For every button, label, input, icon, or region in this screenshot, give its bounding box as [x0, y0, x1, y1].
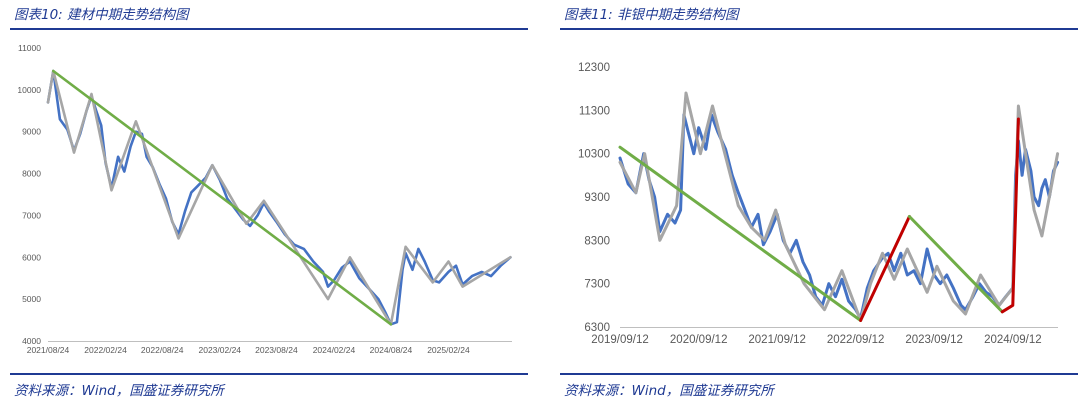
structure-line-right-0 — [618, 91, 1060, 322]
source-rule-right — [560, 373, 1078, 375]
panel-right: 图表11: 非银中期走势结构图 6300 7300 8300 9300 10300 113… — [550, 0, 1080, 400]
y-tick-label-right-0: 6300 — [584, 322, 610, 334]
trend-line-right-2 — [907, 215, 1004, 314]
y-tick-label-left-0: 4000 — [22, 336, 41, 346]
x-tick-label-right-2: 2021/09/12 — [748, 334, 806, 346]
title-rule-left — [10, 28, 528, 30]
y-tick-label-right-6: 12300 — [578, 62, 610, 74]
y-tick-label-left-2: 6000 — [22, 252, 41, 262]
figure-title-right: 图表11: 非银中期走势结构图 — [564, 7, 739, 23]
trend-line-right-0 — [618, 145, 863, 322]
x-tick-label-left-7: 2025/02/24 — [427, 345, 470, 355]
x-tick-label-right-3: 2022/09/12 — [827, 334, 885, 346]
y-tick-label-right-2: 8300 — [584, 235, 610, 247]
structure-line-left-0 — [46, 69, 512, 326]
source-rule-left — [10, 373, 528, 375]
x-tick-label-left-4: 2023/08/24 — [255, 345, 298, 355]
figure-title-left: 图表10: 建材中期走势结构图 — [14, 7, 189, 23]
trend-line-right-1 — [859, 215, 911, 322]
x-tick-label-left-1: 2022/02/24 — [84, 345, 127, 355]
x-tick-label-left-6: 2024/08/24 — [370, 345, 413, 355]
x-tick-label-right-4: 2023/09/12 — [905, 334, 963, 346]
chart-right: 6300 7300 8300 9300 10300 11300 12300 2019/09/1… — [578, 62, 1060, 346]
y-tick-label-left-5: 9000 — [22, 127, 41, 137]
x-tick-label-left-3: 2023/02/24 — [198, 345, 241, 355]
y-tick-label-left-3: 7000 — [22, 210, 41, 220]
y-tick-label-left-6: 10000 — [17, 85, 41, 95]
y-tick-label-right-3: 9300 — [584, 192, 610, 204]
y-tick-label-right-5: 11300 — [579, 105, 610, 117]
source-left: 资料来源：Wind，国盛证券研究所 — [14, 383, 224, 399]
x-tick-label-left-5: 2024/02/24 — [313, 345, 356, 355]
source-right: 资料来源：Wind，国盛证券研究所 — [564, 383, 774, 399]
x-tick-label-right-0: 2019/09/12 — [591, 334, 649, 346]
chart-left: 4000 5000 6000 7000 8000 9000 10000 11000 2021/0… — [17, 43, 512, 355]
y-tick-label-left-4: 8000 — [22, 169, 41, 179]
x-tick-label-right-1: 2020/09/12 — [670, 334, 728, 346]
price-line-right-0 — [618, 113, 1060, 320]
x-tick-label-left-0: 2021/08/24 — [27, 345, 70, 355]
y-tick-label-left-7: 11000 — [18, 43, 41, 53]
x-tick-label-right-5: 2024/09/12 — [984, 334, 1042, 346]
y-tick-label-right-4: 10300 — [578, 149, 610, 161]
y-tick-label-right-1: 7300 — [584, 279, 610, 291]
trend-line-right-3 — [1000, 117, 1020, 314]
y-tick-label-left-1: 5000 — [22, 294, 41, 304]
trend-line-left-0 — [51, 69, 393, 326]
title-rule-right — [560, 28, 1078, 30]
x-tick-label-left-2: 2022/08/24 — [141, 345, 184, 355]
price-line-left-0 — [46, 69, 512, 326]
panel-left: 图表10: 建材中期走势结构图 4000 5000 6000 7000 8000 9000… — [0, 0, 530, 400]
